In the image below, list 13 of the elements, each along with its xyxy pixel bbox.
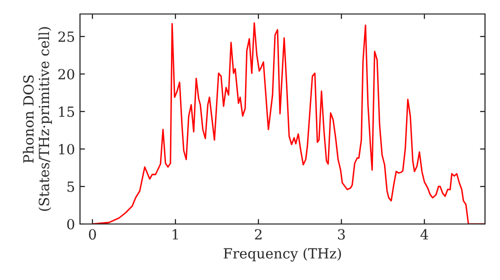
x-tick-label: 2 (254, 229, 262, 240)
y-tick-label: 25 (58, 31, 74, 42)
y-axis-title: Phonon DOS (States/THz·primitive cell) (22, 27, 52, 211)
x-axis-title: Frequency (THz) (224, 248, 341, 262)
x-tick-label: 1 (172, 229, 178, 240)
x-tick-label: 3 (338, 229, 345, 240)
y-tick-label: 20 (58, 68, 74, 80)
x-tick-label: 0 (88, 229, 96, 240)
y-tick-label: 5 (67, 182, 74, 192)
x-tick-label: 4 (420, 229, 428, 240)
y-tick-label: 10 (59, 144, 74, 154)
y-tick-label: 0 (67, 218, 74, 230)
y-tick-label: 15 (59, 106, 74, 117)
